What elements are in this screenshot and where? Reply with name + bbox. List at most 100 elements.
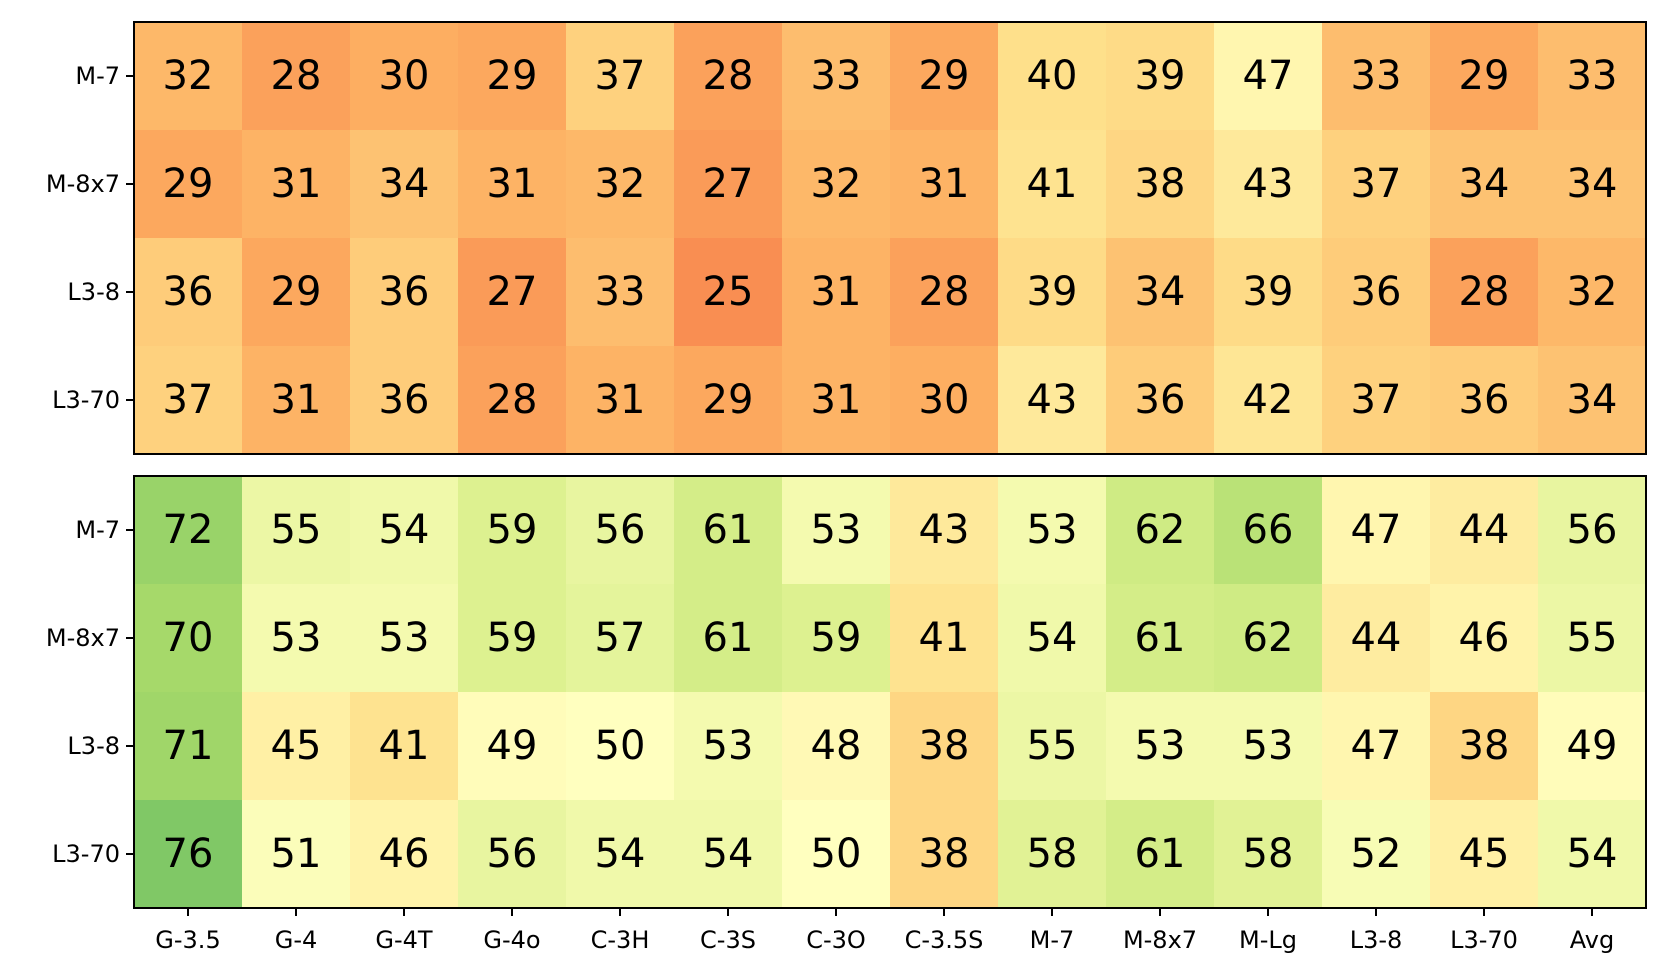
heatmap-cell (998, 476, 1107, 585)
heatmap-cell (242, 692, 351, 801)
cell-value-label: 51 (271, 831, 322, 877)
cell-value-label: 61 (703, 615, 754, 661)
cell-value-label: 31 (595, 377, 646, 423)
heatmap-cell (1322, 692, 1431, 801)
heatmap-cell (1538, 476, 1647, 585)
heatmap-cell (566, 22, 675, 131)
cell-value-label: 61 (703, 507, 754, 553)
heatmap-cell (1430, 346, 1539, 455)
panel-frame (133, 21, 1647, 455)
cell-value-label: 39 (1243, 269, 1294, 315)
heatmap-cell (242, 346, 351, 455)
cell-value-label: 45 (1459, 831, 1510, 877)
heatmap-cell (782, 476, 891, 585)
cell-value-label: 28 (1459, 269, 1510, 315)
heatmap-cell (134, 238, 243, 347)
heatmap-cell (1430, 692, 1539, 801)
cell-value-label: 33 (595, 269, 646, 315)
cell-value-label: 28 (271, 53, 322, 99)
heatmap-cell (134, 346, 243, 455)
cell-value-label: 47 (1351, 723, 1402, 769)
cell-value-label: 29 (919, 53, 970, 99)
cell-value-label: 38 (1135, 161, 1186, 207)
heatmap-cell (566, 584, 675, 693)
cell-value-label: 31 (487, 161, 538, 207)
cell-value-label: 39 (1027, 269, 1078, 315)
heatmap-cell (242, 130, 351, 239)
y-tick-label: L3-70 (52, 840, 120, 868)
heatmap-cell (998, 238, 1107, 347)
x-tick-label: C-3H (591, 926, 650, 954)
heatmap-cell (1106, 692, 1215, 801)
heatmap-cell (674, 476, 783, 585)
heatmap-cell (566, 692, 675, 801)
heatmap-cell (998, 22, 1107, 131)
cell-value-label: 29 (271, 269, 322, 315)
heatmap-cell (1322, 476, 1431, 585)
heatmap-cell (458, 800, 567, 909)
x-tick-label: L3-8 (1350, 926, 1403, 954)
y-tick-label: M-7 (75, 516, 120, 544)
heatmap-cell (134, 22, 243, 131)
cell-value-label: 70 (163, 615, 214, 661)
cell-value-label: 33 (811, 53, 862, 99)
cell-value-label: 53 (271, 615, 322, 661)
heatmap-cell (1430, 476, 1539, 585)
cell-value-label: 62 (1243, 615, 1294, 661)
cell-value-label: 40 (1027, 53, 1078, 99)
bottom-heatmap-panel: 72 55 54 59 56 61 53 43 53 62 66 47 44 56 70 53 53 59 57 61… (46, 475, 1647, 909)
heatmap-cell (242, 476, 351, 585)
heatmap-cell (242, 238, 351, 347)
cell-value-label: 49 (1567, 723, 1618, 769)
heatmap-cell (1106, 476, 1215, 585)
heatmap-cell (890, 346, 999, 455)
heatmap-cell (1538, 130, 1647, 239)
cell-value-label: 31 (271, 377, 322, 423)
cell-value-label: 61 (1135, 615, 1186, 661)
cell-value-label: 29 (1459, 53, 1510, 99)
heatmap-cell (1322, 130, 1431, 239)
heatmap-cell (1214, 692, 1323, 801)
cell-value-label: 57 (595, 615, 646, 661)
cell-value-label: 27 (703, 161, 754, 207)
cell-value-label: 72 (163, 507, 214, 553)
heatmap-cell (1538, 346, 1647, 455)
heatmap-cell (566, 346, 675, 455)
heatmap-cell (350, 800, 459, 909)
cell-value-label: 54 (703, 831, 754, 877)
heatmap-cell (890, 130, 999, 239)
heatmap-cell (350, 22, 459, 131)
cell-value-label: 36 (1459, 377, 1510, 423)
heatmap-cell (998, 584, 1107, 693)
cell-value-label: 28 (703, 53, 754, 99)
cell-value-label: 32 (595, 161, 646, 207)
heatmap-cell (1430, 130, 1539, 239)
cell-value-label: 41 (379, 723, 430, 769)
cell-value-label: 29 (703, 377, 754, 423)
heatmap-cell (1538, 238, 1647, 347)
x-tick-label: C-3O (806, 926, 866, 954)
top-heatmap-panel: 32 28 30 29 37 28 33 29 40 39 47 33 29 33 29 31 34 31 32 27… (46, 21, 1647, 455)
cell-value-label: 34 (1567, 161, 1618, 207)
cell-value-label: 44 (1351, 615, 1402, 661)
cell-value-label: 36 (1135, 377, 1186, 423)
heatmap-cell (674, 584, 783, 693)
cell-value-label: 53 (379, 615, 430, 661)
cell-value-label: 31 (271, 161, 322, 207)
cell-value-label: 59 (811, 615, 862, 661)
cell-value-label: 38 (919, 723, 970, 769)
cell-value-label: 47 (1243, 53, 1294, 99)
heatmap-cell (674, 130, 783, 239)
cell-value-label: 76 (163, 831, 214, 877)
cell-value-label: 43 (1027, 377, 1078, 423)
heatmap-cell (998, 346, 1107, 455)
cell-value-label: 36 (163, 269, 214, 315)
heatmap-cell (242, 584, 351, 693)
cell-value-label: 33 (1351, 53, 1402, 99)
cell-value-label: 56 (487, 831, 538, 877)
y-tick-label: M-7 (75, 62, 120, 90)
heatmap-cell (890, 22, 999, 131)
heatmap-cell (1430, 584, 1539, 693)
cell-value-label: 53 (1135, 723, 1186, 769)
heatmap-cell (350, 476, 459, 585)
